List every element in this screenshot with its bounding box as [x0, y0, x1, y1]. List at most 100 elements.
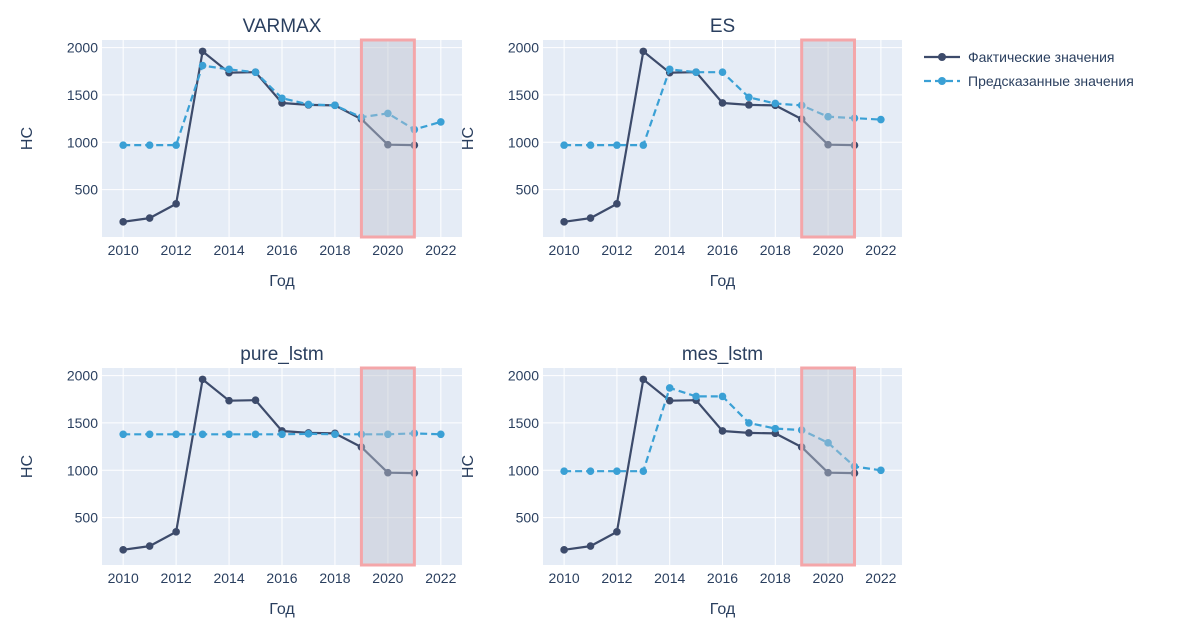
y-tick-label: 500 [516, 182, 540, 198]
data-point-actual [560, 546, 568, 554]
x-tick-label: 2010 [108, 242, 139, 258]
x-tick-label: 2020 [813, 242, 844, 258]
x-tick-label: 2020 [372, 570, 403, 586]
data-point-actual [198, 375, 207, 384]
data-point-predicted [877, 115, 885, 124]
data-point-predicted [331, 101, 339, 110]
data-point-actual [145, 214, 154, 222]
subplot-title: VARMAX [243, 16, 322, 37]
x-tick-label: 2016 [707, 570, 738, 586]
data-point-actual [384, 140, 392, 149]
data-point-predicted [331, 430, 339, 439]
data-point-predicted [437, 118, 445, 126]
data-point-actual [251, 396, 260, 405]
series-line-actual [123, 50, 415, 223]
data-point-actual [586, 542, 595, 550]
data-point-predicted [560, 141, 568, 149]
subplot-2: 2010 2012 2014 2016 2018 2020 2022 500 1000 1500 2… [460, 16, 902, 290]
data-point-actual [639, 47, 648, 56]
subplot-title: pure_lstm [240, 344, 323, 365]
data-point-actual [718, 99, 727, 107]
data-point-predicted [745, 93, 753, 102]
data-point-predicted [145, 141, 154, 149]
subplot-title: ES [710, 16, 735, 37]
y-tick-label: 500 [516, 510, 540, 526]
data-point-predicted [665, 65, 674, 74]
legend-actual-marker [924, 53, 960, 61]
data-point-predicted [692, 68, 700, 77]
x-axis-label: Год [269, 273, 295, 290]
data-point-actual [586, 214, 595, 222]
x-tick-label: 2018 [319, 570, 350, 586]
x-tick-label: 2018 [760, 242, 791, 258]
x-tick-label: 2014 [213, 570, 244, 586]
data-point-actual [172, 528, 180, 536]
series-line-actual [123, 378, 415, 551]
x-tick-label: 2014 [654, 242, 685, 258]
series-line-actual [563, 50, 855, 223]
x-tick-label: 2014 [213, 242, 244, 258]
data-point-predicted [718, 68, 727, 77]
data-point-predicted [718, 392, 727, 401]
data-point-actual [560, 218, 568, 226]
data-point-predicted [384, 109, 392, 118]
legend-actual-label: Фактические значения [968, 49, 1115, 65]
data-point-actual [745, 429, 753, 437]
y-tick-label: 1000 [67, 462, 98, 478]
x-tick-label: 2016 [266, 570, 297, 586]
x-tick-label: 2016 [707, 242, 738, 258]
x-tick-label: 2012 [161, 570, 192, 586]
data-point-predicted [384, 430, 392, 439]
data-point-predicted [771, 424, 780, 433]
data-point-predicted [198, 61, 207, 70]
x-tick-label: 2012 [161, 242, 192, 258]
x-axis-label: Год [710, 273, 736, 290]
data-point-predicted [613, 141, 621, 149]
subplot-1: 2010 2012 2014 2016 2018 2020 2022 500 1000 1500 2… [19, 16, 462, 290]
data-point-predicted [560, 467, 568, 476]
legend-item-predicted[interactable]: Предсказанные значения [920, 70, 1178, 92]
data-point-actual [145, 542, 154, 550]
x-tick-label: 2022 [865, 242, 896, 258]
subplot-4: 2010 2012 2014 2016 2018 2020 2022 500 1000 1500 2… [460, 344, 902, 618]
y-axis-label: НС [19, 127, 36, 150]
x-tick-label: 2012 [601, 570, 632, 586]
data-point-actual [119, 546, 127, 554]
y-axis-label: НС [460, 455, 477, 478]
legend-predicted-label: Предсказанные значения [968, 73, 1134, 89]
data-point-actual [745, 101, 753, 109]
data-point-predicted [586, 141, 595, 149]
y-tick-label: 1000 [67, 134, 98, 150]
data-point-predicted [278, 430, 286, 439]
data-point-actual [172, 200, 180, 208]
y-tick-label: 2000 [508, 368, 539, 384]
y-tick-label: 1500 [67, 87, 98, 103]
legend-item-actual[interactable]: Фактические значения [920, 46, 1178, 68]
data-point-predicted [198, 430, 207, 439]
data-point-predicted [824, 439, 832, 447]
data-point-actual [639, 375, 648, 384]
data-point-predicted [172, 141, 180, 149]
x-tick-label: 2012 [601, 242, 632, 258]
y-tick-label: 2000 [67, 368, 98, 384]
data-point-predicted [771, 99, 780, 108]
y-axis-label: НС [19, 455, 36, 478]
data-point-actual [718, 427, 727, 435]
y-tick-label: 1500 [508, 87, 539, 103]
x-axis-label: Год [710, 601, 736, 618]
data-point-predicted [613, 467, 621, 476]
y-tick-label: 2000 [67, 40, 98, 56]
subplot-title: mes_lstm [682, 344, 763, 365]
data-point-actual [198, 47, 207, 56]
data-point-actual [119, 218, 127, 226]
legend[interactable]: Фактические значения Предсказанные значе… [920, 46, 1178, 106]
x-tick-label: 2016 [266, 242, 297, 258]
data-point-predicted [639, 141, 648, 149]
x-tick-label: 2010 [549, 242, 580, 258]
data-point-predicted [304, 430, 313, 438]
data-point-predicted [437, 430, 445, 439]
y-axis-label: НС [460, 127, 477, 150]
data-point-actual [613, 528, 621, 536]
data-point-actual [384, 468, 392, 477]
